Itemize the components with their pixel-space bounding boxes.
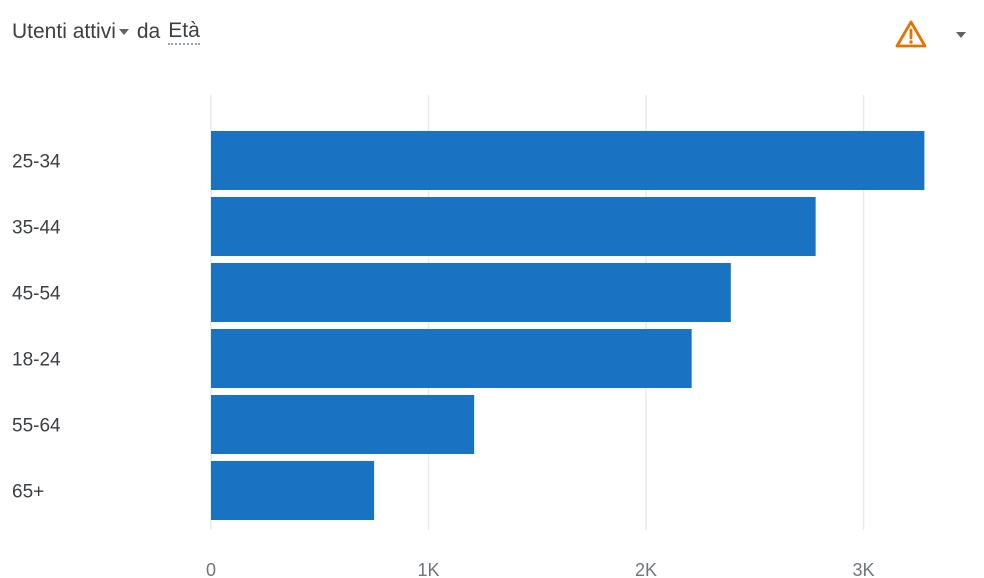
card-header: Utenti attivi da Età xyxy=(12,16,200,48)
warning-triangle-icon xyxy=(895,20,927,48)
options-dropdown-button[interactable] xyxy=(946,20,976,50)
y-tick-label: 35-44 xyxy=(12,218,61,239)
y-tick-label: 18-24 xyxy=(12,350,61,371)
warning-button[interactable] xyxy=(885,10,937,58)
y-tick-label: 25-34 xyxy=(12,152,61,173)
dimension-selector[interactable]: Età xyxy=(168,19,200,45)
y-tick-label: 45-54 xyxy=(12,284,61,305)
x-tick-label: 1K xyxy=(417,560,439,578)
y-tick-label: 55-64 xyxy=(12,416,61,437)
connector-text: da xyxy=(136,20,161,43)
bar-55-64[interactable] xyxy=(211,395,475,454)
y-tick-label: 65+ xyxy=(12,482,44,503)
bar-35-44[interactable] xyxy=(211,197,816,256)
metric-label: Utenti attivi xyxy=(12,20,116,43)
chevron-down-icon xyxy=(956,32,966,38)
metric-selector[interactable]: Utenti attivi xyxy=(12,20,137,44)
bar-18-24[interactable] xyxy=(211,329,692,388)
bar-65+[interactable] xyxy=(211,461,375,520)
x-tick-label: 3K xyxy=(852,560,874,578)
bar-45-54[interactable] xyxy=(211,263,731,322)
x-tick-label: 0 xyxy=(206,560,216,578)
bar-25-34[interactable] xyxy=(211,131,925,190)
x-tick-label: 2K xyxy=(635,560,657,578)
caret-down-icon xyxy=(118,29,129,35)
